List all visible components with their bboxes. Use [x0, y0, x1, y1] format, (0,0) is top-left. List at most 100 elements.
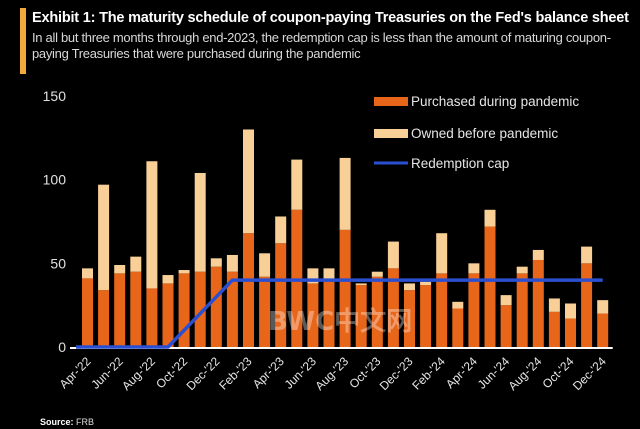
bar-owned-before	[323, 268, 335, 282]
bar-owned-before	[275, 216, 287, 244]
bar-owned-before	[291, 159, 303, 210]
bar-purchased	[452, 308, 464, 347]
bar-owned-before	[98, 184, 110, 291]
watermark: BWC中文网	[268, 306, 412, 337]
bar-owned-before	[548, 298, 560, 312]
y-tick-label: 0	[58, 339, 66, 355]
bar-purchased	[162, 283, 174, 347]
bar-purchased	[404, 290, 415, 347]
x-tick-label: Dec-'24	[570, 354, 609, 393]
bar-owned-before	[532, 249, 544, 260]
y-tick-label: 100	[43, 172, 67, 188]
bar-owned-before	[82, 268, 93, 279]
bar-purchased	[516, 273, 528, 347]
bar-purchased	[387, 268, 399, 347]
bar-owned-before	[516, 266, 528, 274]
legend-label-purchased: Purchased during pandemic	[411, 94, 579, 109]
bar-owned-before	[468, 263, 480, 274]
source-value: FRB	[76, 417, 95, 427]
bar-purchased	[130, 271, 142, 347]
legend-label-cap: Redemption cap	[411, 156, 509, 171]
bar-owned-before	[194, 172, 206, 272]
bar-purchased	[226, 271, 238, 347]
bar-purchased	[178, 273, 190, 347]
bar-owned-before	[307, 268, 319, 284]
x-tick-label: Aug-'23	[312, 354, 351, 393]
x-tick-label: Dec-'23	[377, 354, 416, 393]
bar-owned-before	[565, 303, 576, 319]
bar-owned-before	[484, 209, 496, 227]
bar-purchased	[420, 285, 432, 347]
bar-purchased	[275, 243, 287, 347]
bar-owned-before	[387, 241, 399, 269]
y-tick-label: 150	[43, 88, 67, 104]
bar-owned-before	[243, 129, 254, 234]
x-tick-label: Aug-'22	[119, 354, 158, 393]
x-tick-label: Feb-'23	[216, 354, 255, 393]
bar-purchased	[565, 318, 576, 347]
bar-purchased	[500, 305, 512, 347]
bar-owned-before	[178, 270, 190, 274]
x-tick-label: Apr-'24	[443, 354, 480, 391]
chart-title: Exhibit 1: The maturity schedule of coup…	[32, 10, 629, 26]
bar-owned-before	[146, 161, 158, 289]
bar-purchased	[339, 229, 351, 347]
bar-owned-before	[226, 254, 238, 272]
bar-purchased	[532, 259, 544, 347]
x-tick-label: Jun-'24	[475, 354, 513, 392]
bar-purchased	[210, 266, 222, 347]
bar-owned-before	[355, 283, 367, 286]
bar-purchased	[436, 273, 448, 347]
legend-swatch-owned-before	[374, 129, 408, 138]
bar-owned-before	[114, 265, 126, 274]
bar-purchased	[484, 226, 496, 347]
bar-purchased	[323, 281, 335, 347]
legend-swatch-purchased	[374, 97, 408, 106]
bar-purchased	[371, 276, 383, 347]
bar-owned-before	[597, 300, 609, 314]
bar-purchased	[82, 278, 93, 347]
bar-purchased	[114, 273, 126, 347]
x-tick-label: Dec-'22	[184, 354, 223, 393]
bar-owned-before	[404, 283, 415, 291]
x-tick-label: Jun-'23	[282, 354, 320, 392]
bar-owned-before	[581, 246, 593, 264]
bar-purchased	[146, 288, 158, 347]
bar-purchased	[307, 283, 319, 347]
accent-bar	[20, 8, 26, 74]
bar-purchased	[98, 290, 110, 347]
legend-label-owned-before: Owned before pandemic	[411, 126, 558, 141]
source-note: Source: FRB	[40, 417, 94, 427]
y-tick-label: 50	[50, 255, 66, 271]
bar-owned-before	[500, 295, 512, 306]
bar-purchased	[548, 311, 560, 347]
bar-purchased	[581, 263, 593, 347]
bar-owned-before	[452, 301, 464, 309]
bar-purchased	[243, 233, 254, 347]
bar-owned-before	[259, 253, 271, 277]
bar-owned-before	[436, 233, 448, 274]
bar-owned-before	[130, 256, 142, 272]
x-tick-label: Jun-'22	[88, 354, 126, 392]
bar-owned-before	[210, 258, 222, 267]
x-axis: Apr-'22Jun-'22Aug-'22Oct-'22Dec-'22Feb-'…	[57, 354, 609, 393]
x-tick-label: Feb-'24	[409, 354, 448, 393]
y-axis: 0 50 100 150	[43, 88, 67, 355]
legend: Purchased during pandemic Owned before p…	[374, 94, 579, 171]
source-label: Source:	[40, 417, 74, 427]
bar-series	[82, 129, 609, 347]
bar-purchased	[355, 285, 367, 347]
bar-owned-before	[339, 157, 351, 230]
x-tick-label: Apr-'23	[250, 354, 287, 391]
chart-subtitle: In all but three months through end-2023…	[32, 30, 611, 61]
bar-owned-before	[162, 275, 174, 284]
x-tick-label: Apr-'22	[57, 354, 94, 391]
bar-purchased	[259, 276, 271, 347]
bar-purchased	[468, 273, 480, 347]
bar-purchased	[597, 313, 609, 347]
redemption-cap-line	[76, 278, 603, 349]
bar-owned-before	[420, 281, 432, 286]
bar-owned-before	[371, 271, 383, 277]
bar-purchased	[194, 271, 206, 347]
